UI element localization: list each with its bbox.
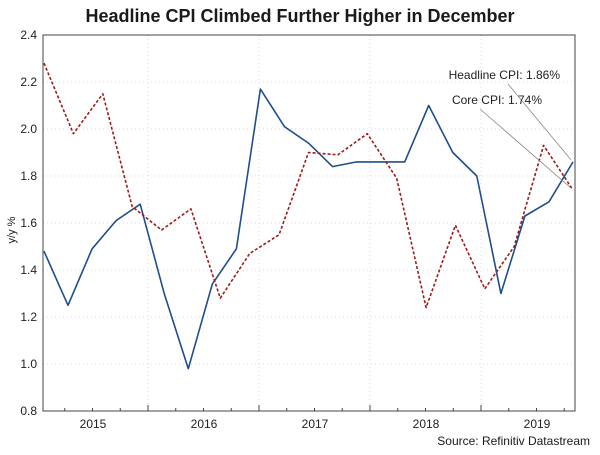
x-tick-label: 2016 bbox=[191, 417, 218, 431]
y-tick-label: 2.2 bbox=[20, 75, 37, 89]
source-note: Source: Refinitiv Datastream bbox=[437, 434, 590, 448]
x-tick-label: 2019 bbox=[524, 417, 551, 431]
core-cpiseries-line bbox=[43, 62, 574, 309]
chart-title: Headline CPI Climbed Further Higher in D… bbox=[85, 6, 515, 26]
x-tick-labels: 2015 2016 2017 2018 2019 bbox=[64, 405, 565, 431]
annotation-leader-line bbox=[507, 83, 572, 161]
y-tick-label: 2.4 bbox=[20, 28, 37, 42]
annotation-leader-line bbox=[479, 108, 572, 189]
y-tick-label: 0.8 bbox=[20, 404, 37, 418]
x-tick-label: 2018 bbox=[413, 417, 440, 431]
y-tick-label: 1.0 bbox=[20, 357, 37, 371]
y-tick-label: 1.8 bbox=[20, 169, 37, 183]
y-tick-label: 1.4 bbox=[20, 263, 37, 277]
y-tick-label: 2.0 bbox=[20, 122, 37, 136]
gridlines bbox=[43, 34, 575, 412]
y-tick-label: 1.6 bbox=[20, 216, 37, 230]
y-tick-label: 1.2 bbox=[20, 310, 37, 324]
headline-cpiseries-line bbox=[43, 88, 574, 370]
x-tick-label: 2015 bbox=[80, 417, 107, 431]
annotation-label: Headline CPI: 1.86% bbox=[449, 68, 561, 82]
y-tick-labels: 0.8 1.0 1.2 1.4 1.6 1.8 2.0 2.2 2.4 bbox=[20, 28, 37, 418]
plot-frame bbox=[42, 34, 576, 412]
annotations: Headline CPI: 1.86% Core CPI: 1.74% bbox=[449, 68, 572, 189]
series-lines bbox=[43, 62, 574, 370]
x-tick-label: 2017 bbox=[302, 417, 329, 431]
annotation-label: Core CPI: 1.74% bbox=[452, 93, 542, 107]
